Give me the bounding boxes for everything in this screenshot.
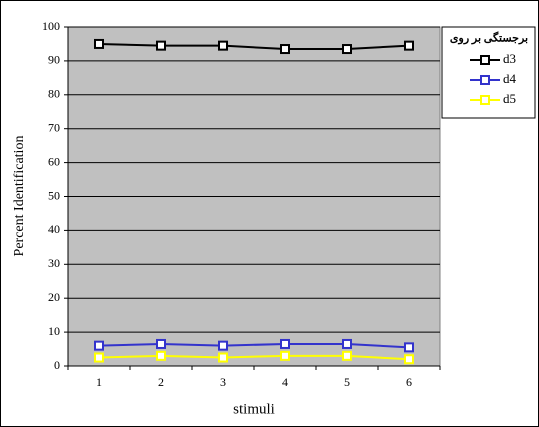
y-tick-label: 60 [48, 154, 60, 168]
x-tick-label: 2 [158, 375, 164, 389]
series-line [98, 42, 410, 51]
y-tick-label: 70 [48, 120, 60, 134]
marker [342, 44, 352, 55]
x-tick-label: 5 [344, 375, 350, 389]
marker [342, 338, 352, 349]
series-line [98, 342, 410, 349]
marker [218, 340, 228, 351]
marker [404, 342, 414, 353]
x-tick-label: 6 [406, 375, 412, 389]
marker [94, 352, 104, 363]
marker [342, 350, 352, 361]
y-tick-label: 30 [48, 256, 60, 270]
marker [94, 38, 104, 49]
marker [280, 338, 290, 349]
legend-marker [480, 95, 490, 105]
marker [218, 352, 228, 363]
legend-marker [480, 55, 490, 65]
y-tick-label: 90 [48, 53, 60, 67]
marker [280, 44, 290, 55]
x-tick-label: 4 [282, 375, 288, 389]
x-axis-label: stimuli [233, 401, 275, 417]
y-tick-label: 100 [42, 19, 60, 33]
marker [280, 350, 290, 361]
legend-marker [480, 75, 490, 85]
y-tick-label: 0 [54, 358, 60, 372]
legend-title: برجستگی بر روی [450, 31, 528, 45]
y-tick-label: 10 [48, 324, 60, 338]
x-tick-label: 3 [220, 375, 226, 389]
marker [156, 40, 166, 51]
y-tick-label: 80 [48, 87, 60, 101]
legend-label: d3 [503, 51, 516, 66]
marker [156, 338, 166, 349]
marker [404, 40, 414, 51]
marker [404, 354, 414, 365]
marker [156, 350, 166, 361]
y-tick-label: 20 [48, 290, 60, 304]
legend-label: d5 [503, 91, 516, 106]
legend-label: d4 [503, 71, 517, 86]
series-line [98, 354, 410, 361]
marker [94, 340, 104, 351]
marker [218, 40, 228, 51]
y-axis-label: Percent Identification [12, 136, 27, 257]
y-tick-label: 50 [48, 188, 60, 202]
x-tick-label: 1 [96, 375, 102, 389]
y-tick-label: 40 [48, 222, 60, 236]
